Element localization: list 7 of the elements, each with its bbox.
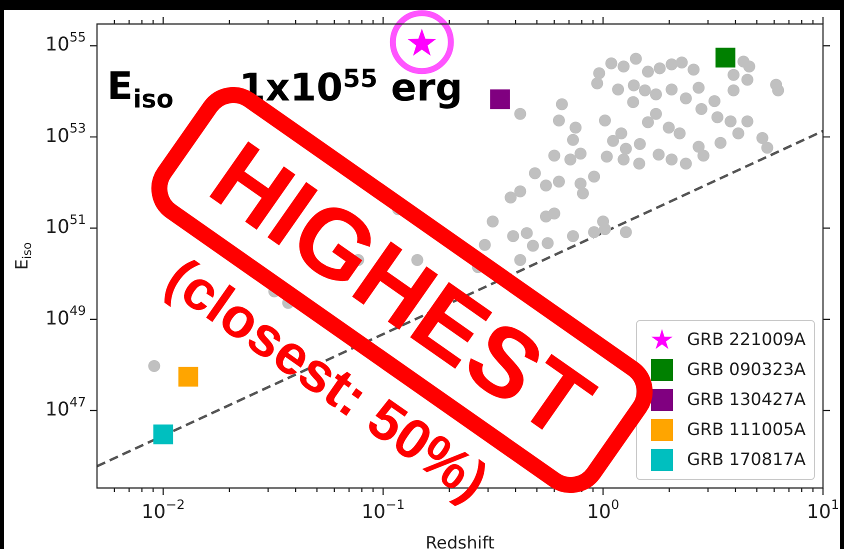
legend-label: GRB 111005A <box>687 420 806 440</box>
legend-label: GRB 170817A <box>687 450 806 470</box>
y-axis-title: Eiso <box>12 242 34 270</box>
legend-label: GRB 090323A <box>687 360 806 380</box>
x-axis-title: Redshift <box>426 533 495 549</box>
legend-label: GRB 221009A <box>687 330 806 350</box>
legend-label: GRB 130427A <box>687 390 806 410</box>
